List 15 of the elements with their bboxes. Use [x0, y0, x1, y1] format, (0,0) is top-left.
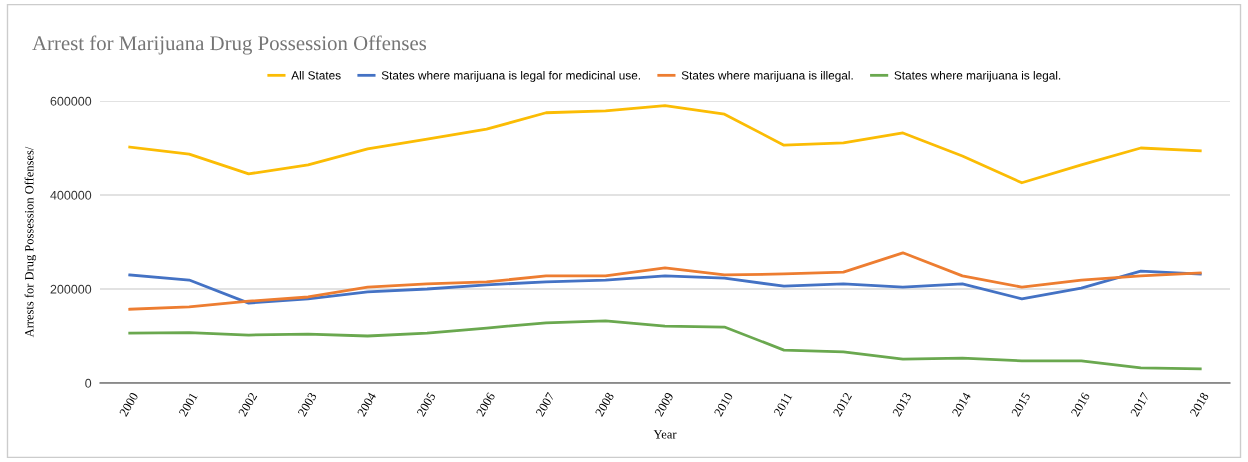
line-series [128, 319, 1202, 371]
legend-label: States where marijuana is legal for medicinal use. [381, 70, 640, 82]
legend-label: States where marijuana is illegal. [681, 70, 853, 82]
y-tick-label: 600000 [50, 96, 92, 106]
x-axis-title: Year [653, 430, 677, 439]
line-series [128, 269, 1202, 305]
legend-label: States where marijuana is legal. [894, 70, 1061, 82]
y-tick-label: 400000 [50, 190, 92, 200]
y-tick-label: 200000 [50, 284, 92, 294]
line-series [128, 251, 1202, 311]
chart-title: Arrest for Marijuana Drug Possession Offenses [32, 35, 427, 55]
legend-label: All States [291, 70, 341, 80]
line-series [128, 104, 1202, 185]
y-axis-title: Arrests for Drug Possession Offenses/ [24, 146, 37, 338]
y-tick-label: 0 [85, 378, 92, 388]
